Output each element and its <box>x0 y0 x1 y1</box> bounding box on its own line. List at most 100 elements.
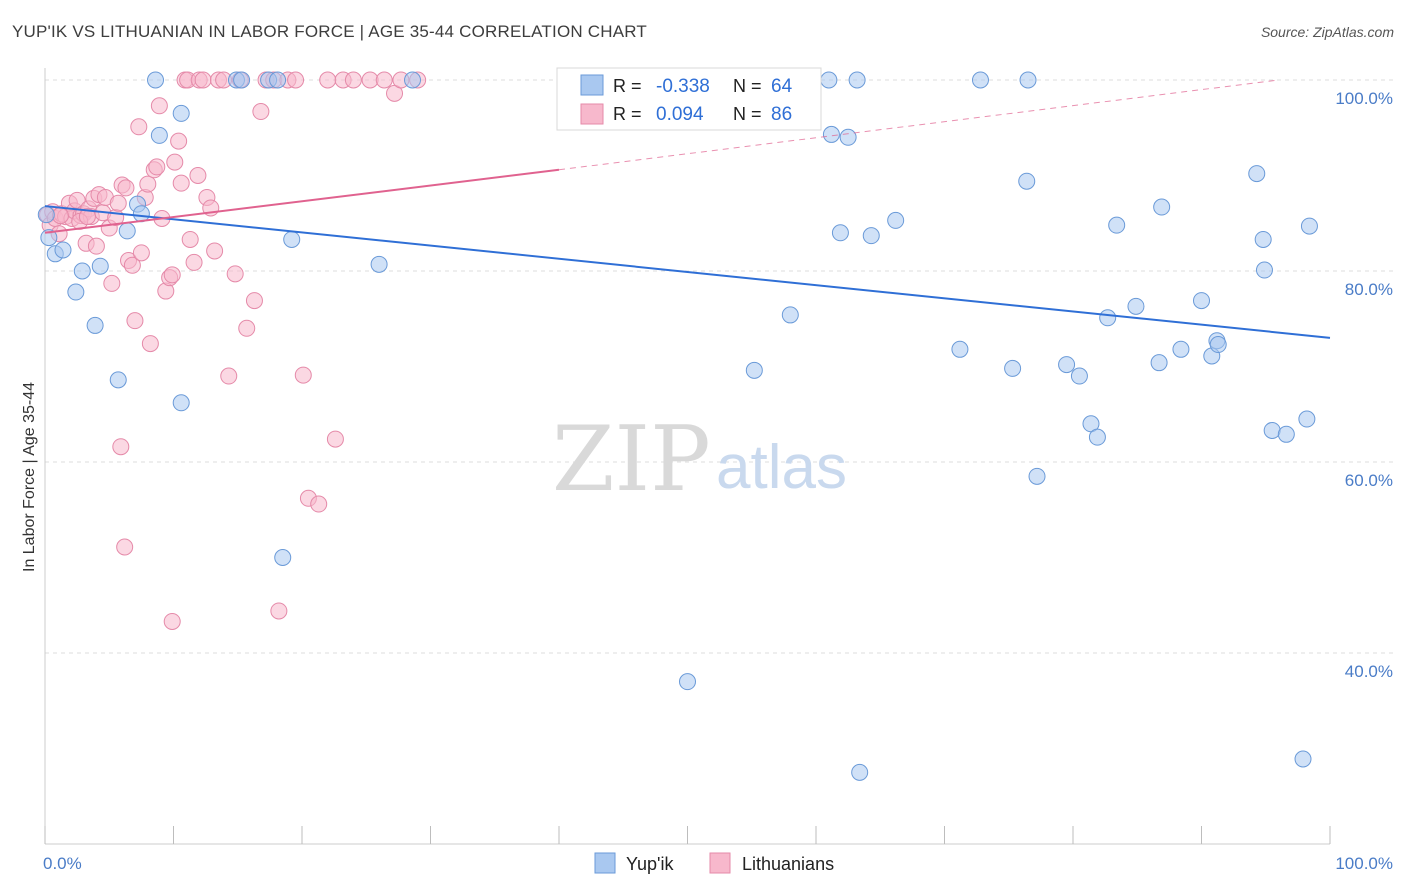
lithuanians-point <box>126 312 144 330</box>
yupik-point <box>1028 467 1046 485</box>
yupik-point <box>1209 336 1227 354</box>
yupik-point <box>1018 172 1036 190</box>
yupik-point <box>1300 217 1318 235</box>
lithuanians-point <box>189 167 207 184</box>
yupik-point <box>1172 340 1190 358</box>
lithuanians-point <box>181 230 199 248</box>
lithuanians-point <box>117 179 135 197</box>
lithuanians-point <box>163 266 181 284</box>
yupik-trendline <box>44 205 1331 339</box>
yupik-point <box>679 673 696 691</box>
lithuanians-point <box>238 319 256 337</box>
lithuanians-point <box>310 495 328 513</box>
lithuanians-point <box>123 256 141 274</box>
yupik-point <box>951 340 969 358</box>
lithuanians-point <box>103 274 121 292</box>
yupik-point <box>887 211 905 229</box>
bottom-legend-swatch-lithuanians <box>709 852 731 874</box>
y-axis-title: In Labor Force | Age 35-44 <box>21 382 38 572</box>
legend-n-label-2: N = <box>733 104 762 124</box>
lithuanians-point <box>245 292 263 310</box>
lithuanians-point <box>220 367 238 385</box>
yupik-point <box>147 71 165 89</box>
yupik-point <box>1294 750 1312 768</box>
legend-n-label-1: N = <box>733 76 762 96</box>
yupik-point <box>274 549 292 566</box>
yupik-point <box>283 230 301 248</box>
lithuanians-point <box>344 71 362 89</box>
yupik-point <box>233 71 251 89</box>
yupik-point <box>1070 367 1088 385</box>
yupik-point <box>1019 71 1037 89</box>
yupik-point <box>67 283 85 301</box>
source-label: Source: ZipAtlas.com <box>1260 24 1394 40</box>
series-lithuanians <box>39 71 427 630</box>
lithuanians-point <box>150 97 168 115</box>
legend-n-value-1: 64 <box>771 76 793 97</box>
lithuanians-point <box>172 174 190 192</box>
lithuanians-point <box>170 132 188 150</box>
yupik-point <box>86 316 104 334</box>
lithuanians-point <box>375 71 393 89</box>
yupik-point <box>269 71 287 89</box>
lithuanians-point <box>270 602 288 620</box>
lithuanians-point <box>163 612 181 630</box>
trendlines <box>44 79 1331 339</box>
lithuanians-point <box>116 538 134 556</box>
lithuanians-point <box>132 244 150 262</box>
yupik-point <box>118 222 136 240</box>
yupik-point <box>1248 165 1266 183</box>
yupik-point <box>1004 359 1022 377</box>
yupik-point <box>1108 216 1126 234</box>
lithuanians-point <box>130 118 148 136</box>
yupik-point <box>745 361 763 379</box>
bottom-legend-label-yupik: Yup'ik <box>626 854 674 874</box>
lithuanians-point <box>361 71 379 89</box>
yupik-point <box>54 241 72 259</box>
lithuanians-point <box>78 208 96 226</box>
legend-swatch-lithuanians <box>580 103 604 125</box>
lithuanians-point <box>194 71 212 89</box>
watermark-atlas: atlas <box>716 433 847 502</box>
x-tick-label-min: 0.0% <box>43 854 82 873</box>
lithuanians-point <box>287 71 305 89</box>
yupik-point <box>831 224 849 242</box>
yupik-point <box>37 206 55 224</box>
yupik-point <box>851 763 869 781</box>
lithuanians-point <box>139 175 157 193</box>
legend-r-value-1: -0.338 <box>656 76 710 97</box>
lithuanians-point <box>166 153 184 171</box>
y-tick-label: 100.0% <box>1335 89 1393 108</box>
yupik-point <box>73 262 91 280</box>
yupik-point <box>1277 425 1295 443</box>
yupik-point <box>1058 356 1076 374</box>
legend-n-value-2: 86 <box>771 104 792 125</box>
yupik-point <box>848 71 866 89</box>
series-legend: Yup'ik Lithuanians <box>594 852 834 874</box>
yupik-point <box>1127 297 1145 315</box>
lithuanians-point <box>319 71 337 89</box>
x-tick-label-max: 100.0% <box>1335 854 1393 873</box>
yupik-point <box>1088 428 1106 446</box>
yupik-point <box>150 126 168 144</box>
yupik-point <box>91 257 109 275</box>
lithuanians-point <box>326 430 344 448</box>
yupik-point <box>1099 309 1117 327</box>
watermark: ZIP atlas <box>552 407 847 512</box>
series-yupik <box>37 71 1318 781</box>
lithuanians-point <box>252 103 270 121</box>
yupik-point <box>1153 198 1171 216</box>
stats-legend: R = -0.338 N = 64 R = 0.094 N = 86 <box>556 67 822 131</box>
yupik-point <box>820 71 838 89</box>
lithuanians-point <box>226 265 244 283</box>
lithuanians-point <box>109 194 127 212</box>
yupik-point <box>404 71 422 89</box>
yupik-point <box>172 104 190 122</box>
yupik-point <box>40 229 58 247</box>
yupik-point <box>172 394 190 412</box>
lithuanians-point <box>148 158 166 176</box>
yupik-point <box>822 125 840 143</box>
bottom-legend-swatch-yupik <box>594 852 616 874</box>
yupik-point <box>1193 292 1210 310</box>
lithuanians-point <box>112 438 130 456</box>
